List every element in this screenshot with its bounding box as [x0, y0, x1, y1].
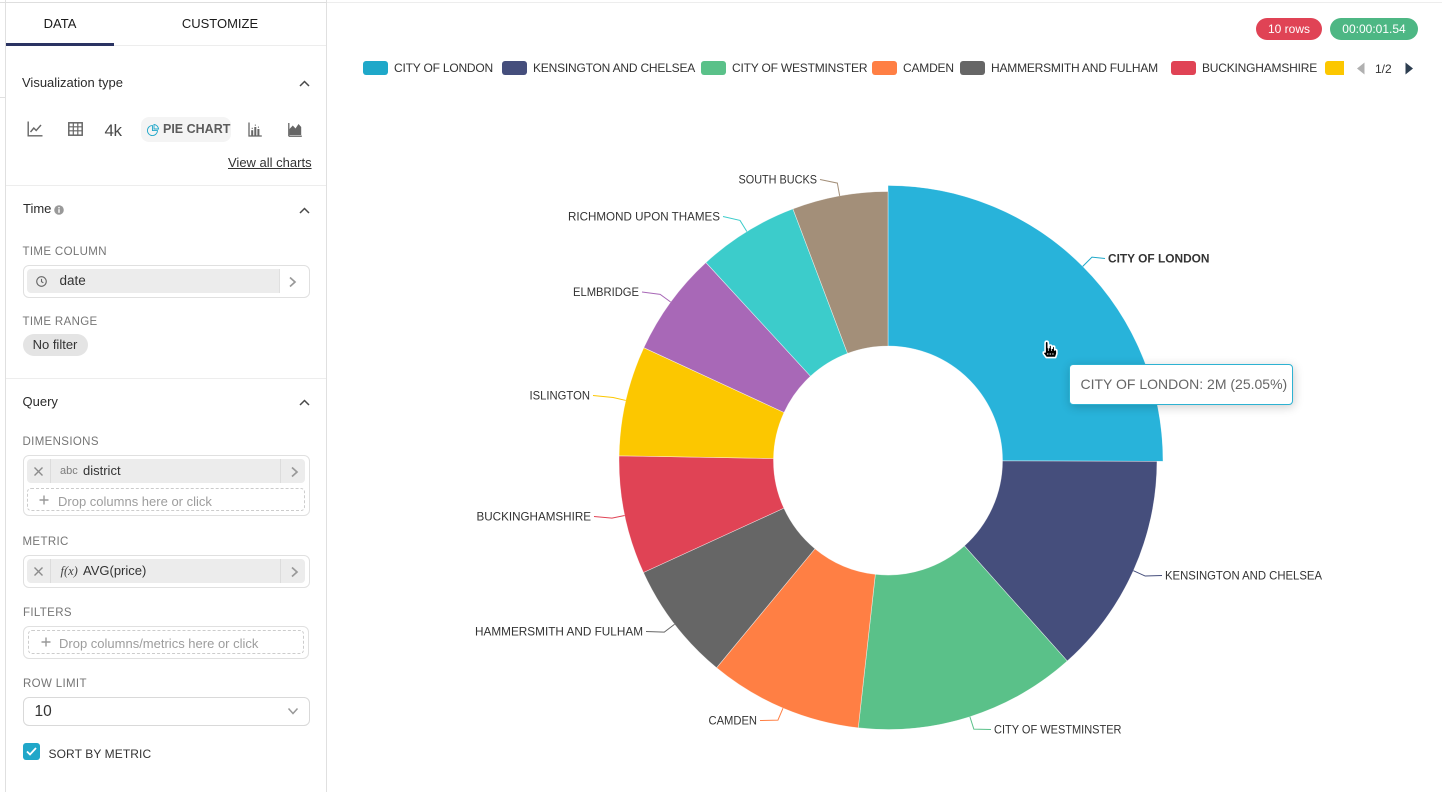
- svg-text:ELMBRIDGE: ELMBRIDGE: [573, 285, 639, 299]
- svg-text:CAMDEN: CAMDEN: [709, 714, 758, 728]
- svg-text:KENSINGTON AND CHELSEA: KENSINGTON AND CHELSEA: [1165, 569, 1322, 583]
- svg-text:CITY OF WESTMINSTER: CITY OF WESTMINSTER: [994, 723, 1122, 737]
- svg-text:RICHMOND UPON THAMES: RICHMOND UPON THAMES: [568, 210, 720, 224]
- svg-text:CITY OF LONDON: CITY OF LONDON: [1108, 252, 1210, 266]
- svg-text:SOUTH BUCKS: SOUTH BUCKS: [739, 173, 818, 187]
- svg-text:HAMMERSMITH AND FULHAM: HAMMERSMITH AND FULHAM: [475, 625, 643, 639]
- svg-text:BUCKINGHAMSHIRE: BUCKINGHAMSHIRE: [477, 510, 592, 524]
- svg-text:ISLINGTON: ISLINGTON: [530, 389, 591, 403]
